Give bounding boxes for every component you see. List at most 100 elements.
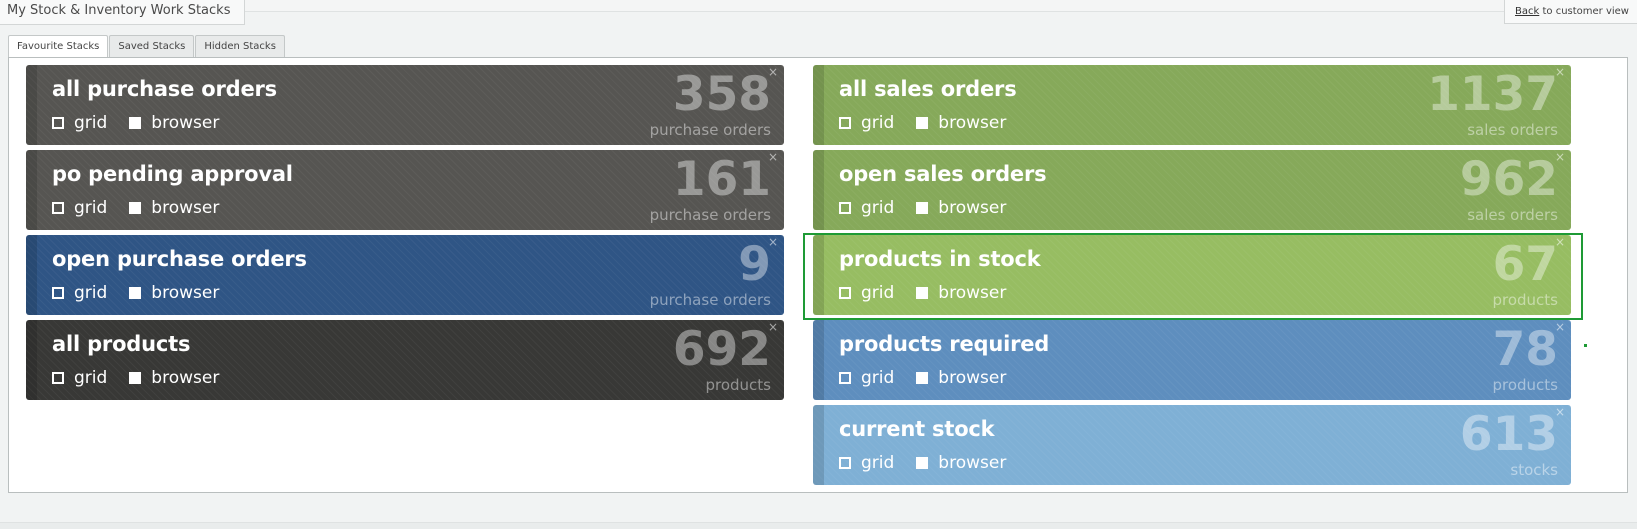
grid-checkbox-icon [52,202,64,214]
stack-title: products in stock [839,247,1041,271]
back-to-customer-view: Back to customer view [1504,0,1637,24]
browser-option[interactable]: browser [129,113,219,133]
grid-label: grid [861,368,895,388]
close-icon[interactable]: × [767,320,778,334]
browser-label: browser [151,283,220,303]
stack-options: grid browser [839,368,1028,388]
page-title: My Stock & Inventory Work Stacks [0,0,246,25]
stack-card[interactable]: open sales orders grid browser 962 sales… [813,150,1571,230]
stack-card[interactable]: current stock grid browser 613 stocks × [813,405,1571,485]
stack-unit: products [1492,376,1558,394]
close-icon[interactable]: × [767,235,778,249]
grid-option[interactable]: grid [839,283,894,303]
stack-edge [813,405,824,485]
tab-hidden-stacks[interactable]: Hidden Stacks [195,35,285,58]
top-bar [0,0,1637,12]
stack-edge [26,150,37,230]
stack-card[interactable]: products in stock grid browser 67 produc… [813,235,1571,315]
stack-edge [26,320,37,400]
close-icon[interactable]: × [767,150,778,164]
browser-square-icon [916,202,929,214]
stack-edge [813,235,824,315]
grid-checkbox-icon [839,372,851,384]
grid-option[interactable]: grid [839,198,894,218]
stack-edge [813,320,824,400]
close-icon[interactable]: × [1554,235,1565,249]
stack-tabs: Favourite Stacks Saved Stacks Hidden Sta… [8,35,286,59]
browser-square-icon [129,117,142,129]
browser-label: browser [151,198,220,218]
close-icon[interactable]: × [1554,65,1565,79]
grid-option[interactable]: grid [52,113,107,133]
stack-card[interactable]: po pending approval grid browser 161 pur… [26,150,784,230]
stack-unit: products [1492,291,1558,309]
grid-checkbox-icon [839,287,851,299]
grid-option[interactable]: grid [52,283,107,303]
close-icon[interactable]: × [1554,150,1565,164]
grid-label: grid [74,198,108,218]
browser-option[interactable]: browser [129,368,219,388]
stack-count: 1137 [1427,67,1558,122]
stack-unit: stocks [1510,461,1558,479]
browser-option[interactable]: browser [916,453,1006,473]
stack-edge [26,65,37,145]
back-link-suffix: to customer view [1539,6,1629,17]
browser-square-icon [129,202,142,214]
stack-title: open purchase orders [52,247,307,271]
stack-options: grid browser [839,198,1028,218]
stack-unit: sales orders [1467,121,1558,139]
stack-title: all products [52,332,191,356]
browser-square-icon [916,287,929,299]
stack-count: 67 [1492,237,1558,292]
stack-card[interactable]: products required grid browser 78 produc… [813,320,1571,400]
stack-card[interactable]: all sales orders grid browser 1137 sales… [813,65,1571,145]
focus-marker [1584,344,1587,347]
stack-count: 9 [738,237,771,292]
stack-options: grid browser [52,283,241,303]
grid-label: grid [74,368,108,388]
stack-unit: sales orders [1467,206,1558,224]
browser-option[interactable]: browser [129,283,219,303]
grid-checkbox-icon [839,457,851,469]
grid-checkbox-icon [52,117,64,129]
grid-checkbox-icon [839,202,851,214]
stack-count: 613 [1459,407,1558,462]
browser-option[interactable]: browser [916,283,1006,303]
stack-options: grid browser [839,113,1028,133]
grid-option[interactable]: grid [52,368,107,388]
grid-label: grid [74,283,108,303]
browser-label: browser [938,198,1007,218]
grid-option[interactable]: grid [839,453,894,473]
grid-checkbox-icon [52,287,64,299]
bottom-strip [0,522,1637,529]
grid-label: grid [861,453,895,473]
back-link[interactable]: Back [1515,6,1540,17]
stack-card[interactable]: all purchase orders grid browser 358 pur… [26,65,784,145]
stack-title: current stock [839,417,995,441]
stack-title: products required [839,332,1050,356]
tab-saved-stacks[interactable]: Saved Stacks [109,35,195,58]
grid-option[interactable]: grid [839,368,894,388]
stack-unit: purchase orders [649,291,771,309]
browser-option[interactable]: browser [916,198,1006,218]
stack-card[interactable]: all products grid browser 692 products × [26,320,784,400]
close-icon[interactable]: × [1554,320,1565,334]
browser-square-icon [916,457,929,469]
tab-favourite-stacks[interactable]: Favourite Stacks [8,35,109,59]
grid-checkbox-icon [839,117,851,129]
stack-edge [26,235,37,315]
grid-checkbox-icon [52,372,64,384]
browser-option[interactable]: browser [916,113,1006,133]
browser-option[interactable]: browser [916,368,1006,388]
stack-edge [813,65,824,145]
browser-label: browser [938,453,1007,473]
stack-title: open sales orders [839,162,1047,186]
stack-unit: purchase orders [649,206,771,224]
close-icon[interactable]: × [1554,405,1565,419]
grid-option[interactable]: grid [52,198,107,218]
stack-card[interactable]: open purchase orders grid browser 9 purc… [26,235,784,315]
close-icon[interactable]: × [767,65,778,79]
browser-option[interactable]: browser [129,198,219,218]
browser-square-icon [129,287,142,299]
grid-option[interactable]: grid [839,113,894,133]
